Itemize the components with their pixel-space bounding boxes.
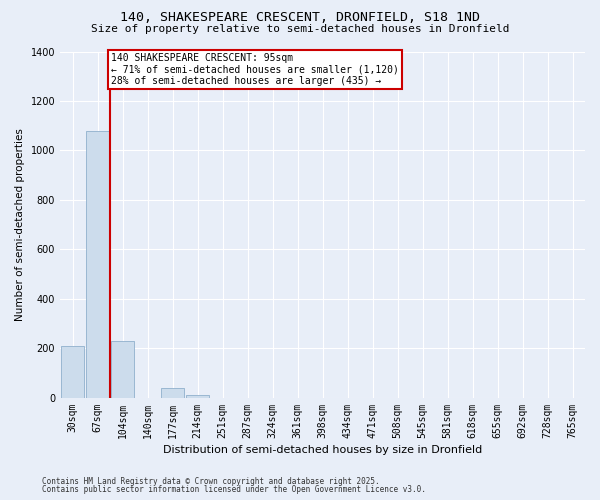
Text: 140, SHAKESPEARE CRESCENT, DRONFIELD, S18 1ND: 140, SHAKESPEARE CRESCENT, DRONFIELD, S1… [120, 11, 480, 24]
X-axis label: Distribution of semi-detached houses by size in Dronfield: Distribution of semi-detached houses by … [163, 445, 482, 455]
Text: Contains HM Land Registry data © Crown copyright and database right 2025.: Contains HM Land Registry data © Crown c… [42, 477, 380, 486]
Text: 140 SHAKESPEARE CRESCENT: 95sqm
← 71% of semi-detached houses are smaller (1,120: 140 SHAKESPEARE CRESCENT: 95sqm ← 71% of… [111, 52, 399, 86]
Text: Contains public sector information licensed under the Open Government Licence v3: Contains public sector information licen… [42, 485, 426, 494]
Bar [86, 130, 109, 398]
Y-axis label: Number of semi-detached properties: Number of semi-detached properties [15, 128, 25, 321]
Bar [61, 346, 84, 398]
Bar [186, 396, 209, 398]
Bar [111, 341, 134, 398]
Bar [161, 388, 184, 398]
Text: Size of property relative to semi-detached houses in Dronfield: Size of property relative to semi-detach… [91, 24, 509, 34]
